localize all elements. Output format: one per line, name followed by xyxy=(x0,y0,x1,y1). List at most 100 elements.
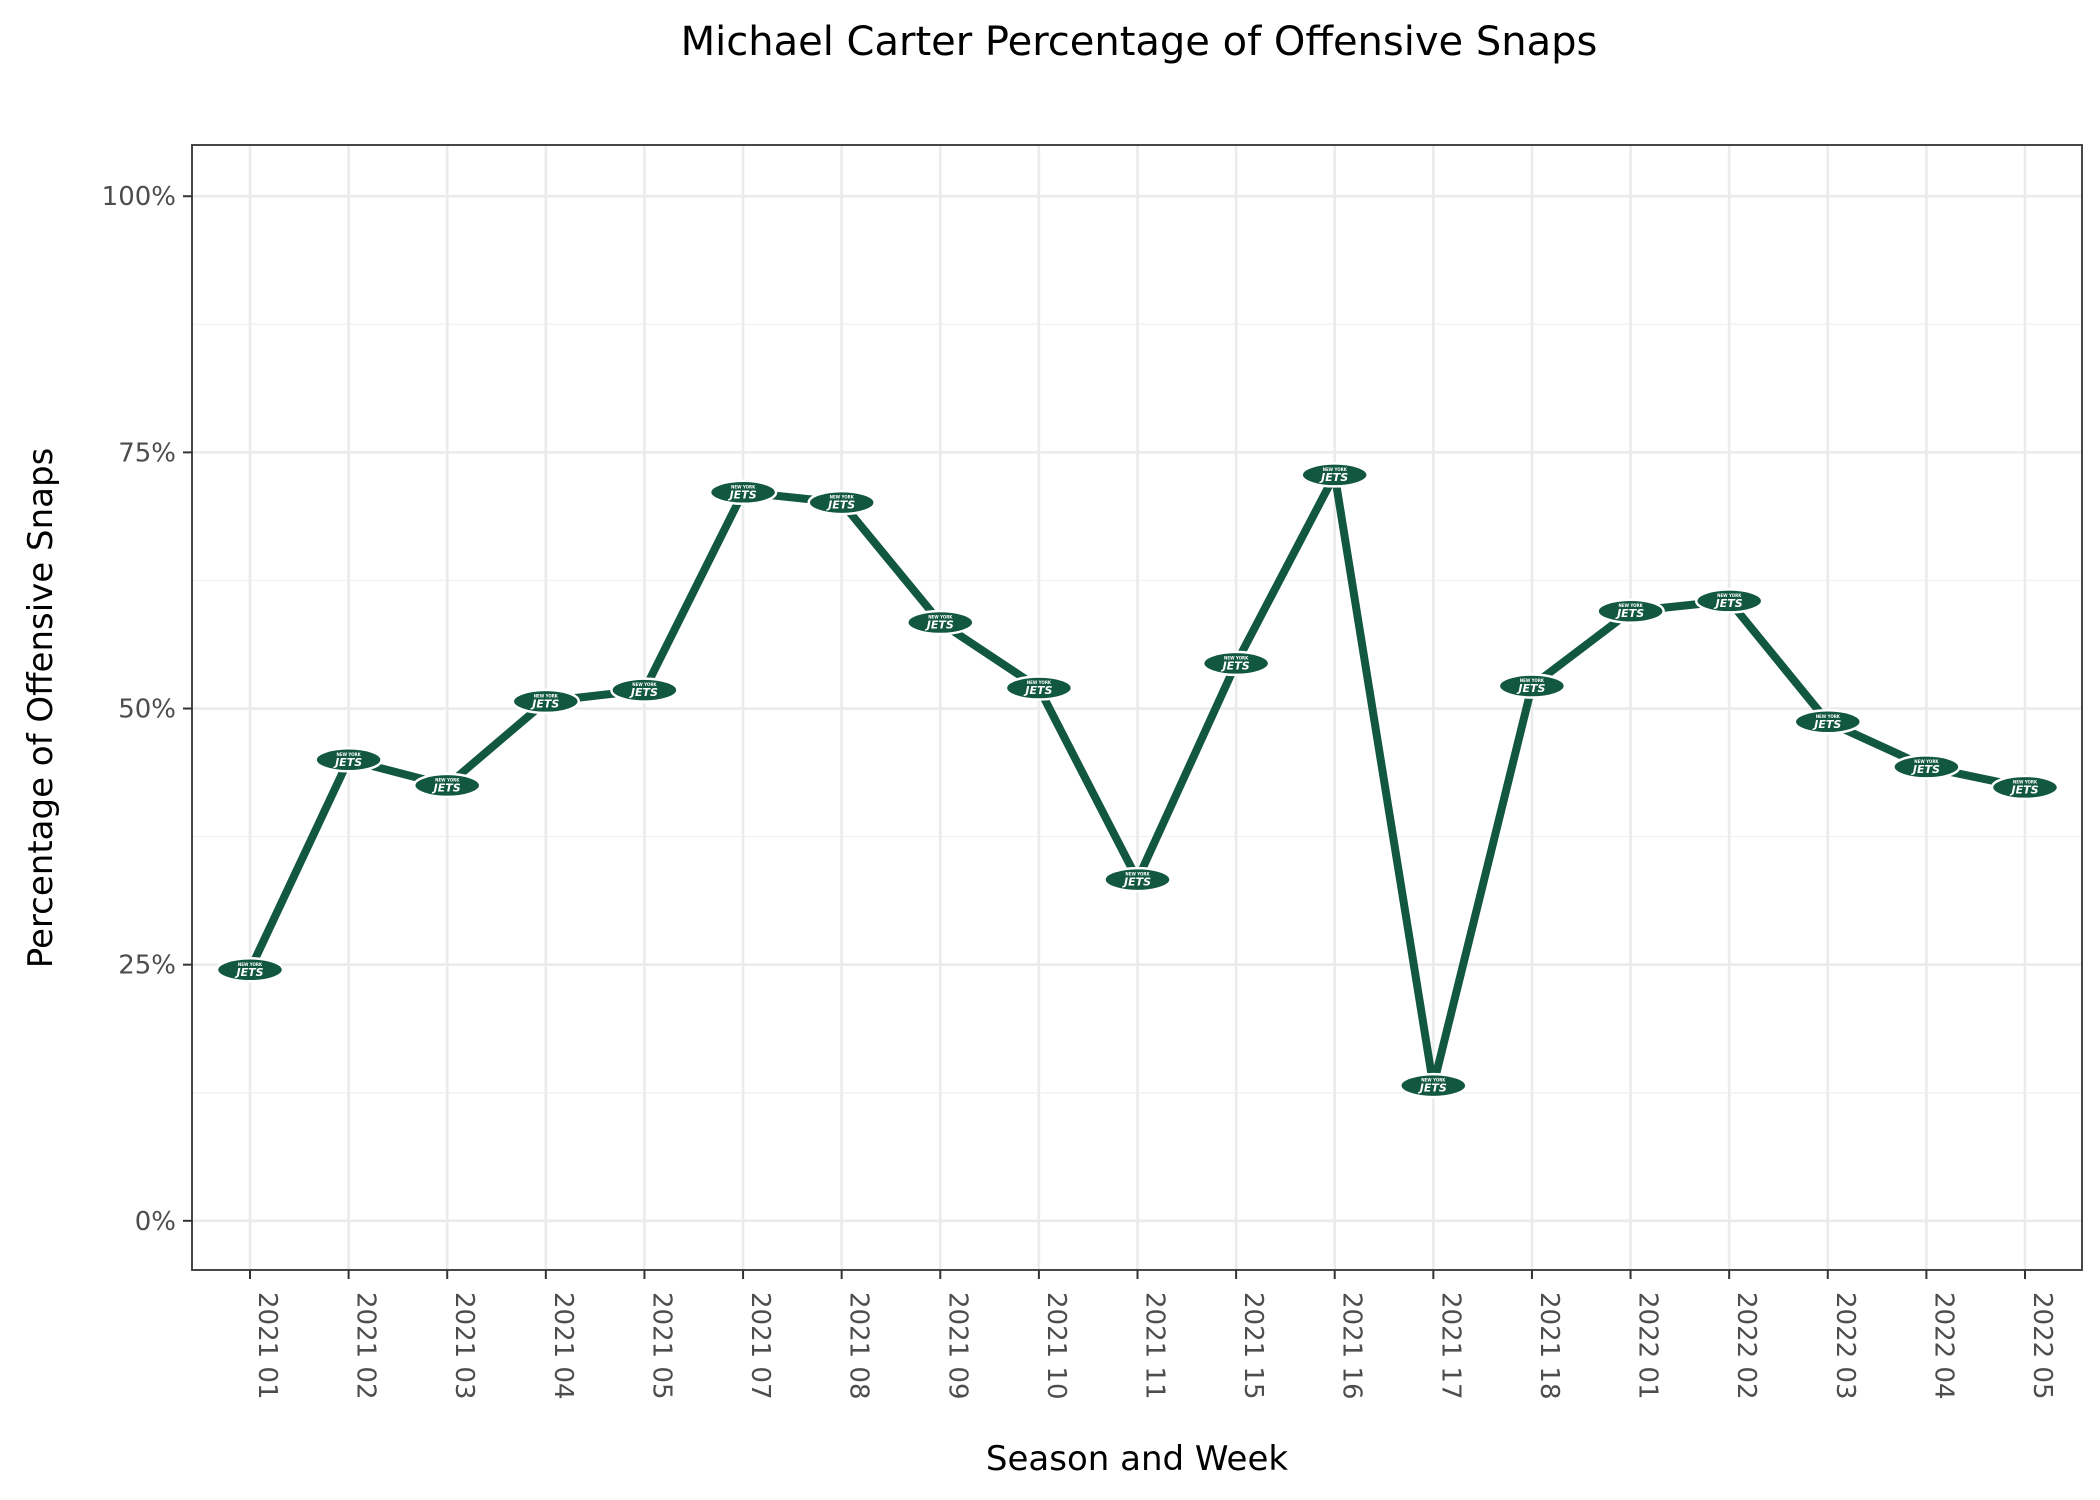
x-axis-title: Season and Week xyxy=(986,1439,1288,1479)
x-tick-label: 2022 02 xyxy=(1731,1292,1761,1400)
logo-small-text: NEW YORK xyxy=(238,962,263,967)
logo-main-text: JETS xyxy=(1812,718,1841,731)
logo-small-text: NEW YORK xyxy=(1224,655,1249,660)
logo-main-text: JETS xyxy=(1911,763,1940,776)
logo-small-text: NEW YORK xyxy=(1520,678,1545,683)
x-tick-label: 2021 02 xyxy=(351,1292,381,1400)
x-tick-label: 2021 07 xyxy=(745,1292,775,1400)
new-york-jets-logo-icon xyxy=(906,609,975,636)
y-tick-label: 0% xyxy=(135,1207,176,1237)
x-tick-label: 2022 05 xyxy=(2027,1292,2057,1400)
logo-small-text: NEW YORK xyxy=(336,752,361,757)
y-tick-label: 100% xyxy=(102,182,176,212)
logo-main-text: JETS xyxy=(1516,682,1545,695)
new-york-jets-logo-icon xyxy=(511,688,581,715)
logo-small-text: NEW YORK xyxy=(1125,872,1150,877)
logo-small-text: NEW YORK xyxy=(534,693,559,698)
x-tick-label: 2021 10 xyxy=(1041,1292,1071,1400)
logo-small-text: NEW YORK xyxy=(1816,714,1841,719)
y-axis-title: Percentage of Offensive Snaps xyxy=(21,448,61,969)
new-york-jets-logo-icon xyxy=(215,957,285,983)
x-tick-label: 2022 04 xyxy=(1928,1292,1958,1400)
x-tick-label: 2021 16 xyxy=(1337,1292,1367,1400)
logo-small-text: NEW YORK xyxy=(1027,680,1052,685)
x-tick-label: 2021 09 xyxy=(942,1292,972,1400)
logo-small-text: NEW YORK xyxy=(1717,593,1742,598)
logo-small-text: NEW YORK xyxy=(1618,603,1643,608)
new-york-jets-logo-icon xyxy=(610,677,679,703)
logo-small-text: NEW YORK xyxy=(435,777,460,782)
logo-small-text: NEW YORK xyxy=(1914,759,1939,764)
new-york-jets-logo-icon xyxy=(1399,1072,1468,1099)
new-york-jets-logo-icon xyxy=(1596,598,1665,624)
logo-main-text: JETS xyxy=(1221,659,1250,672)
logo-main-text: JETS xyxy=(728,488,757,501)
logo-main-text: JETS xyxy=(2009,783,2038,796)
major-grid xyxy=(192,145,2082,1270)
logo-main-text: JETS xyxy=(1319,471,1348,484)
x-tick-label: 2021 15 xyxy=(1238,1292,1268,1400)
x-tick-label: 2021 04 xyxy=(548,1292,578,1400)
logo-main-text: JETS xyxy=(234,966,263,979)
new-york-jets-logo-icon xyxy=(1300,462,1369,488)
logo-main-text: JETS xyxy=(530,697,559,710)
x-tick-label: 2021 03 xyxy=(449,1292,479,1400)
logo-main-text: JETS xyxy=(1122,876,1151,889)
x-tick-label: 2021 17 xyxy=(1435,1292,1465,1400)
x-axis: 2021 01 2021 02 2021 03 2021 04 2021 05 2021 … xyxy=(249,1270,2057,1400)
y-tick-label: 25% xyxy=(118,951,176,981)
logo-main-text: JETS xyxy=(1418,1082,1447,1095)
logo-small-text: NEW YORK xyxy=(1421,1078,1446,1083)
logo-main-text: JETS xyxy=(629,686,658,699)
logo-small-text: NEW YORK xyxy=(731,484,756,489)
new-york-jets-logo-icon xyxy=(708,479,778,506)
logo-small-text: NEW YORK xyxy=(1323,467,1348,472)
new-york-jets-logo-icon xyxy=(1201,650,1271,677)
y-tick-label: 50% xyxy=(118,695,176,725)
new-york-jets-logo-icon xyxy=(1004,675,1074,701)
logo-main-text: JETS xyxy=(432,781,461,794)
chart-title: Michael Carter Percentage of Offensive S… xyxy=(681,19,1598,65)
logo-main-text: JETS xyxy=(925,619,954,632)
new-york-jets-logo-icon xyxy=(1694,588,1764,614)
x-tick-label: 2022 03 xyxy=(1830,1292,1860,1400)
x-tick-label: 2021 11 xyxy=(1140,1292,1170,1400)
new-york-jets-logo-icon xyxy=(1793,709,1863,735)
logo-main-text: JETS xyxy=(1023,684,1052,697)
x-tick-label: 2021 08 xyxy=(844,1292,874,1400)
logo-main-text: JETS xyxy=(1615,607,1644,620)
logo-small-text: NEW YORK xyxy=(2013,779,2038,784)
x-tick-label: 2022 01 xyxy=(1633,1292,1663,1400)
x-tick-label: 2021 05 xyxy=(646,1292,676,1400)
new-york-jets-logo-icon xyxy=(1103,866,1172,893)
x-tick-label: 2021 18 xyxy=(1534,1292,1564,1400)
new-york-jets-logo-icon xyxy=(412,772,482,799)
logo-main-text: JETS xyxy=(1714,597,1743,610)
new-york-jets-logo-icon xyxy=(314,747,383,773)
logo-small-text: NEW YORK xyxy=(632,682,657,687)
logo-main-text: JETS xyxy=(333,756,362,769)
y-tick-label: 75% xyxy=(118,438,176,468)
logo-main-text: JETS xyxy=(826,499,855,512)
x-tick-label: 2021 01 xyxy=(252,1292,282,1400)
